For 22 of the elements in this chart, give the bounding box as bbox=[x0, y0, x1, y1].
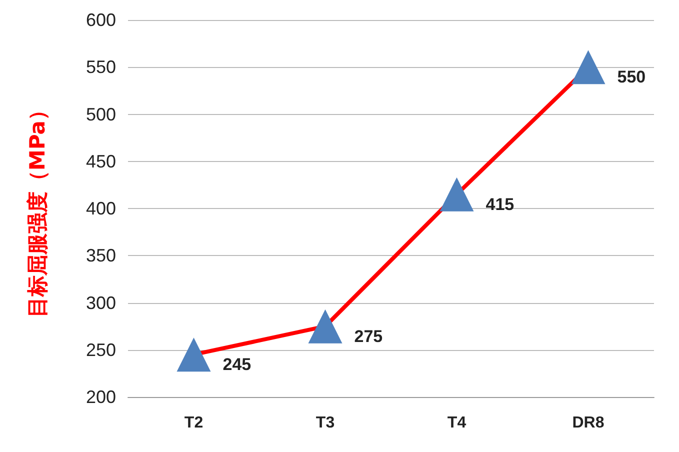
point bbox=[571, 50, 606, 84]
point bbox=[176, 338, 211, 372]
point bbox=[308, 309, 342, 344]
data-label: 245 bbox=[222, 355, 252, 374]
y-tick-label: 250 bbox=[86, 340, 116, 360]
x-tick-label: T2 bbox=[184, 414, 204, 432]
y-tick-label: 450 bbox=[86, 151, 116, 172]
y-tick-label: 500 bbox=[86, 104, 116, 124]
data-label: 415 bbox=[486, 194, 514, 214]
point bbox=[440, 177, 474, 212]
x-tick-label: DR8 bbox=[572, 414, 604, 432]
y-tick-label: 600 bbox=[86, 10, 116, 30]
y-axis-title: 目标屈服强度（MPa） bbox=[26, 100, 50, 318]
x-tick-label: T3 bbox=[316, 414, 335, 432]
data-label: 275 bbox=[354, 326, 383, 346]
y-tick-label: 200 bbox=[86, 387, 116, 407]
y-tick-label: 300 bbox=[86, 292, 116, 313]
x-tick-label: T4 bbox=[447, 414, 466, 432]
y-tick-label: 550 bbox=[86, 57, 116, 78]
y-tick-label: 350 bbox=[86, 246, 116, 266]
y-tick-label: 400 bbox=[86, 198, 116, 218]
data-label: 550 bbox=[617, 68, 646, 87]
